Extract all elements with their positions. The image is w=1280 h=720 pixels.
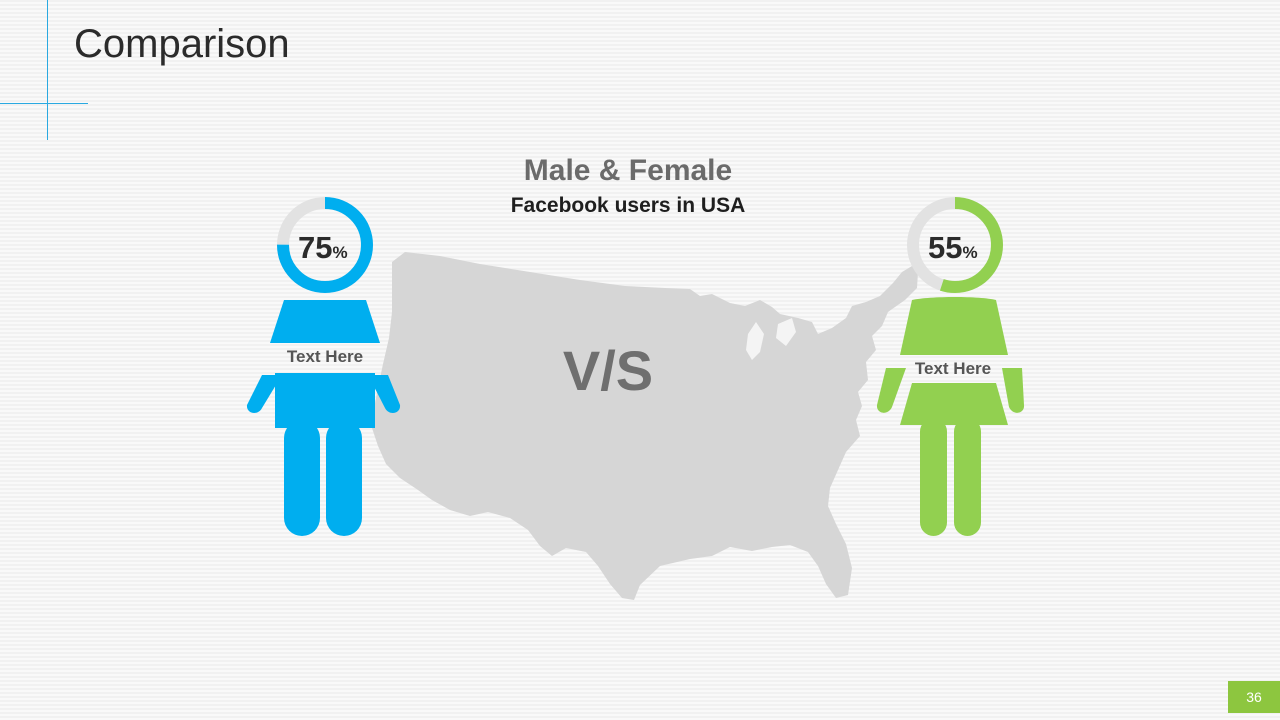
male-hips bbox=[275, 373, 375, 428]
female-skirt bbox=[900, 383, 1008, 425]
corner-accent-horizontal-line bbox=[0, 103, 88, 104]
female-right-arm bbox=[1002, 368, 1025, 413]
comparison-subheading: Facebook users in USA bbox=[510, 194, 746, 217]
female-left-arm bbox=[876, 368, 906, 413]
vs-label: V/S bbox=[562, 339, 654, 402]
slide-title: Comparison bbox=[74, 22, 290, 66]
female-percentage-value: 55 bbox=[928, 230, 963, 265]
female-ring-progress bbox=[907, 197, 1003, 293]
comparison-heading: Male & Female bbox=[523, 154, 733, 187]
male-torso bbox=[270, 300, 380, 343]
male-ring-progress bbox=[277, 197, 373, 293]
male-left-leg bbox=[284, 420, 320, 536]
male-right-arm bbox=[368, 375, 401, 414]
male-label: Text Here bbox=[286, 347, 364, 366]
female-right-leg bbox=[954, 418, 981, 536]
female-percentage-sign: % bbox=[962, 243, 978, 262]
female-torso bbox=[900, 297, 1008, 355]
corner-accent-vertical-line bbox=[47, 0, 48, 140]
male-percentage-value: 75 bbox=[298, 230, 333, 265]
male-left-arm bbox=[246, 375, 282, 414]
female-label: Text Here bbox=[914, 359, 992, 378]
male-percentage-sign: % bbox=[332, 243, 348, 262]
page-number-badge: 36 bbox=[1228, 681, 1280, 713]
male-percentage: 75% bbox=[298, 230, 348, 266]
male-right-leg bbox=[326, 420, 362, 536]
female-left-leg bbox=[920, 418, 947, 536]
female-percentage: 55% bbox=[928, 230, 978, 266]
